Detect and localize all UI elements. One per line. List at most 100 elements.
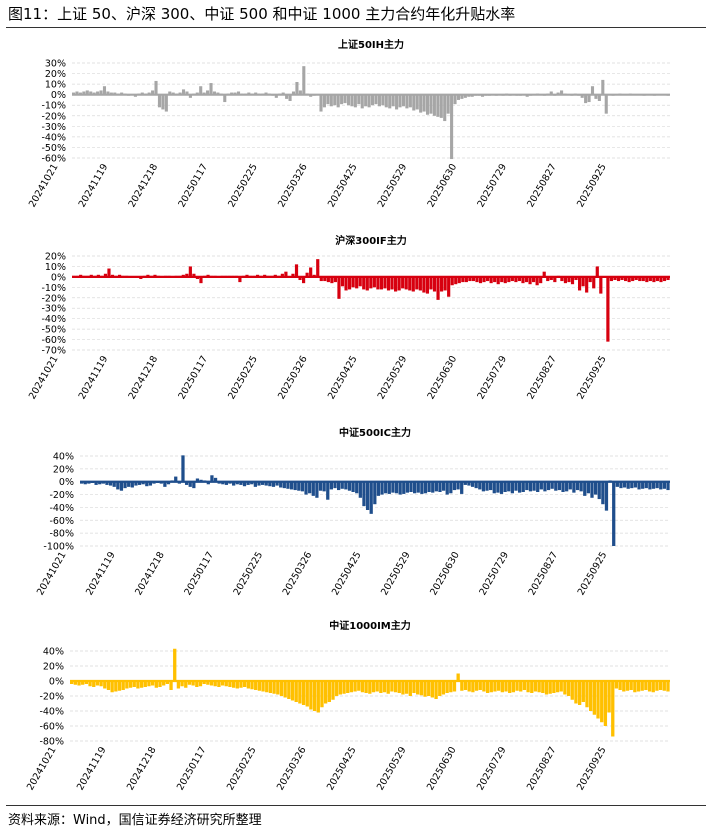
chart-2-bar bbox=[604, 481, 609, 511]
chart-0-bar bbox=[209, 83, 213, 95]
chart-0-bar bbox=[236, 91, 241, 95]
chart-3-bar bbox=[552, 681, 556, 693]
chart-0-bar bbox=[357, 94, 361, 105]
chart-2-bar bbox=[481, 481, 486, 492]
chart-2-bar bbox=[221, 481, 225, 485]
chart-3-bar bbox=[92, 681, 96, 687]
chart-1-bar bbox=[333, 276, 338, 283]
chart-1-bar bbox=[638, 276, 642, 282]
chart-3-bar bbox=[114, 681, 118, 692]
chart-1-bar bbox=[563, 276, 568, 284]
chart-2-bar bbox=[376, 481, 381, 496]
chart-1-ytick-label: -60% bbox=[41, 335, 66, 346]
chart-2-bar bbox=[633, 481, 638, 488]
chart-2-ytick-label: -40% bbox=[49, 503, 74, 514]
chart-3-bar bbox=[555, 681, 560, 693]
chart-3-bar bbox=[143, 681, 147, 687]
chart-0-xtick-label: 20250225 bbox=[226, 162, 260, 209]
chart-1-xtick-label: 20250630 bbox=[426, 354, 460, 401]
chart-0-bar bbox=[322, 94, 326, 108]
chart-3-bar bbox=[217, 681, 221, 687]
chart-1-bar bbox=[641, 276, 645, 282]
chart-2-bar bbox=[145, 481, 149, 487]
chart-0-bar bbox=[319, 94, 323, 112]
chart-3-bar bbox=[592, 681, 597, 715]
chart-3-bar bbox=[198, 681, 203, 687]
chart-3-bar bbox=[158, 681, 162, 687]
chart-1-bar bbox=[383, 276, 387, 289]
chart-3-bar bbox=[463, 681, 468, 690]
chart-2-bar bbox=[268, 481, 272, 487]
chart-1-bar bbox=[376, 276, 380, 290]
chart-2-bar bbox=[286, 481, 290, 489]
chart-2-bar bbox=[492, 481, 496, 494]
chart-2-bar bbox=[123, 481, 127, 489]
chart-2-xtick-label: 20250630 bbox=[428, 550, 462, 597]
chart-3-bar bbox=[478, 681, 482, 690]
chart-1-bar bbox=[298, 276, 302, 281]
chart-3-bar bbox=[191, 681, 195, 686]
chart-0-bar bbox=[560, 90, 564, 95]
chart-0-xtick-label: 20250827 bbox=[525, 162, 559, 209]
chart-3-bar bbox=[530, 681, 534, 693]
chart-0-bar bbox=[291, 91, 296, 95]
chart-1-bar bbox=[365, 276, 369, 291]
chart-3-bar bbox=[154, 681, 158, 688]
chart-1-bar bbox=[542, 271, 546, 277]
chart-3-xtick-label: 20241218 bbox=[125, 745, 159, 792]
chart-3-bar bbox=[419, 681, 424, 696]
chart-2-bar bbox=[554, 481, 558, 491]
chart-2-bar bbox=[456, 481, 460, 490]
chart-0-bar bbox=[298, 90, 302, 95]
chart-0-bar bbox=[405, 94, 409, 109]
chart-2-bar bbox=[427, 481, 431, 492]
chart-2-bar bbox=[474, 481, 478, 489]
chart-2-bar bbox=[279, 481, 283, 488]
chart-1-bar bbox=[461, 276, 465, 283]
chart-0-bar bbox=[288, 94, 292, 101]
chart-1-bar bbox=[507, 276, 511, 283]
chart-3-bar bbox=[125, 681, 129, 689]
chart-0-bar bbox=[164, 94, 168, 112]
chart-3-bar bbox=[647, 681, 652, 692]
chart-0-bar bbox=[106, 91, 110, 95]
chart-0-ytick-label: 30% bbox=[45, 59, 66, 70]
chart-2-title: 中证500IC主力 bbox=[339, 426, 411, 439]
chart-1-xtick-label: 20250326 bbox=[276, 354, 310, 401]
chart-1-bar bbox=[546, 276, 550, 282]
chart-2-bar bbox=[503, 481, 507, 492]
chart-2-xtick-label: 20250117 bbox=[182, 550, 216, 597]
chart-2-bar bbox=[510, 481, 514, 494]
chart-0-bar bbox=[295, 82, 299, 95]
chart-1-bar bbox=[394, 276, 398, 292]
top-rule bbox=[6, 27, 706, 28]
chart-0-bar bbox=[374, 94, 378, 105]
chart-3-bar bbox=[357, 681, 361, 691]
chart-1-bar bbox=[648, 276, 652, 282]
chart-2-bar bbox=[141, 481, 145, 485]
chart-1-bar bbox=[581, 276, 585, 287]
chart-3-bar bbox=[220, 681, 225, 686]
chart-1-bar bbox=[655, 276, 660, 282]
chart-3-bar bbox=[474, 681, 479, 691]
chart-2-bar bbox=[289, 481, 294, 490]
chart-2-bar bbox=[192, 481, 196, 489]
chart-3-bar bbox=[287, 681, 291, 699]
chart-3-xtick-label: 20241021 bbox=[25, 745, 59, 792]
chart-1-bar bbox=[624, 276, 628, 282]
chart-3-bar bbox=[235, 681, 239, 689]
chart-2-bar bbox=[137, 481, 142, 485]
chart-3-xtick-label: 20250925 bbox=[575, 745, 609, 792]
chart-3-bar bbox=[570, 681, 574, 700]
chart-2-bar bbox=[405, 481, 410, 493]
chart-3-title: 中证1000IM主力 bbox=[329, 619, 411, 632]
chart-3-bar bbox=[206, 681, 210, 685]
chart-0-bar bbox=[199, 86, 203, 95]
chart-2-ytick-label: 40% bbox=[53, 452, 74, 463]
chart-1-bar bbox=[404, 276, 408, 290]
chart-2-bar bbox=[260, 481, 265, 485]
chart-3-bar bbox=[254, 681, 258, 690]
chart-3-bar bbox=[165, 681, 170, 684]
chart-0-ytick-label: -10% bbox=[41, 101, 66, 112]
chart-3-xtick-label: 20250529 bbox=[375, 745, 409, 792]
